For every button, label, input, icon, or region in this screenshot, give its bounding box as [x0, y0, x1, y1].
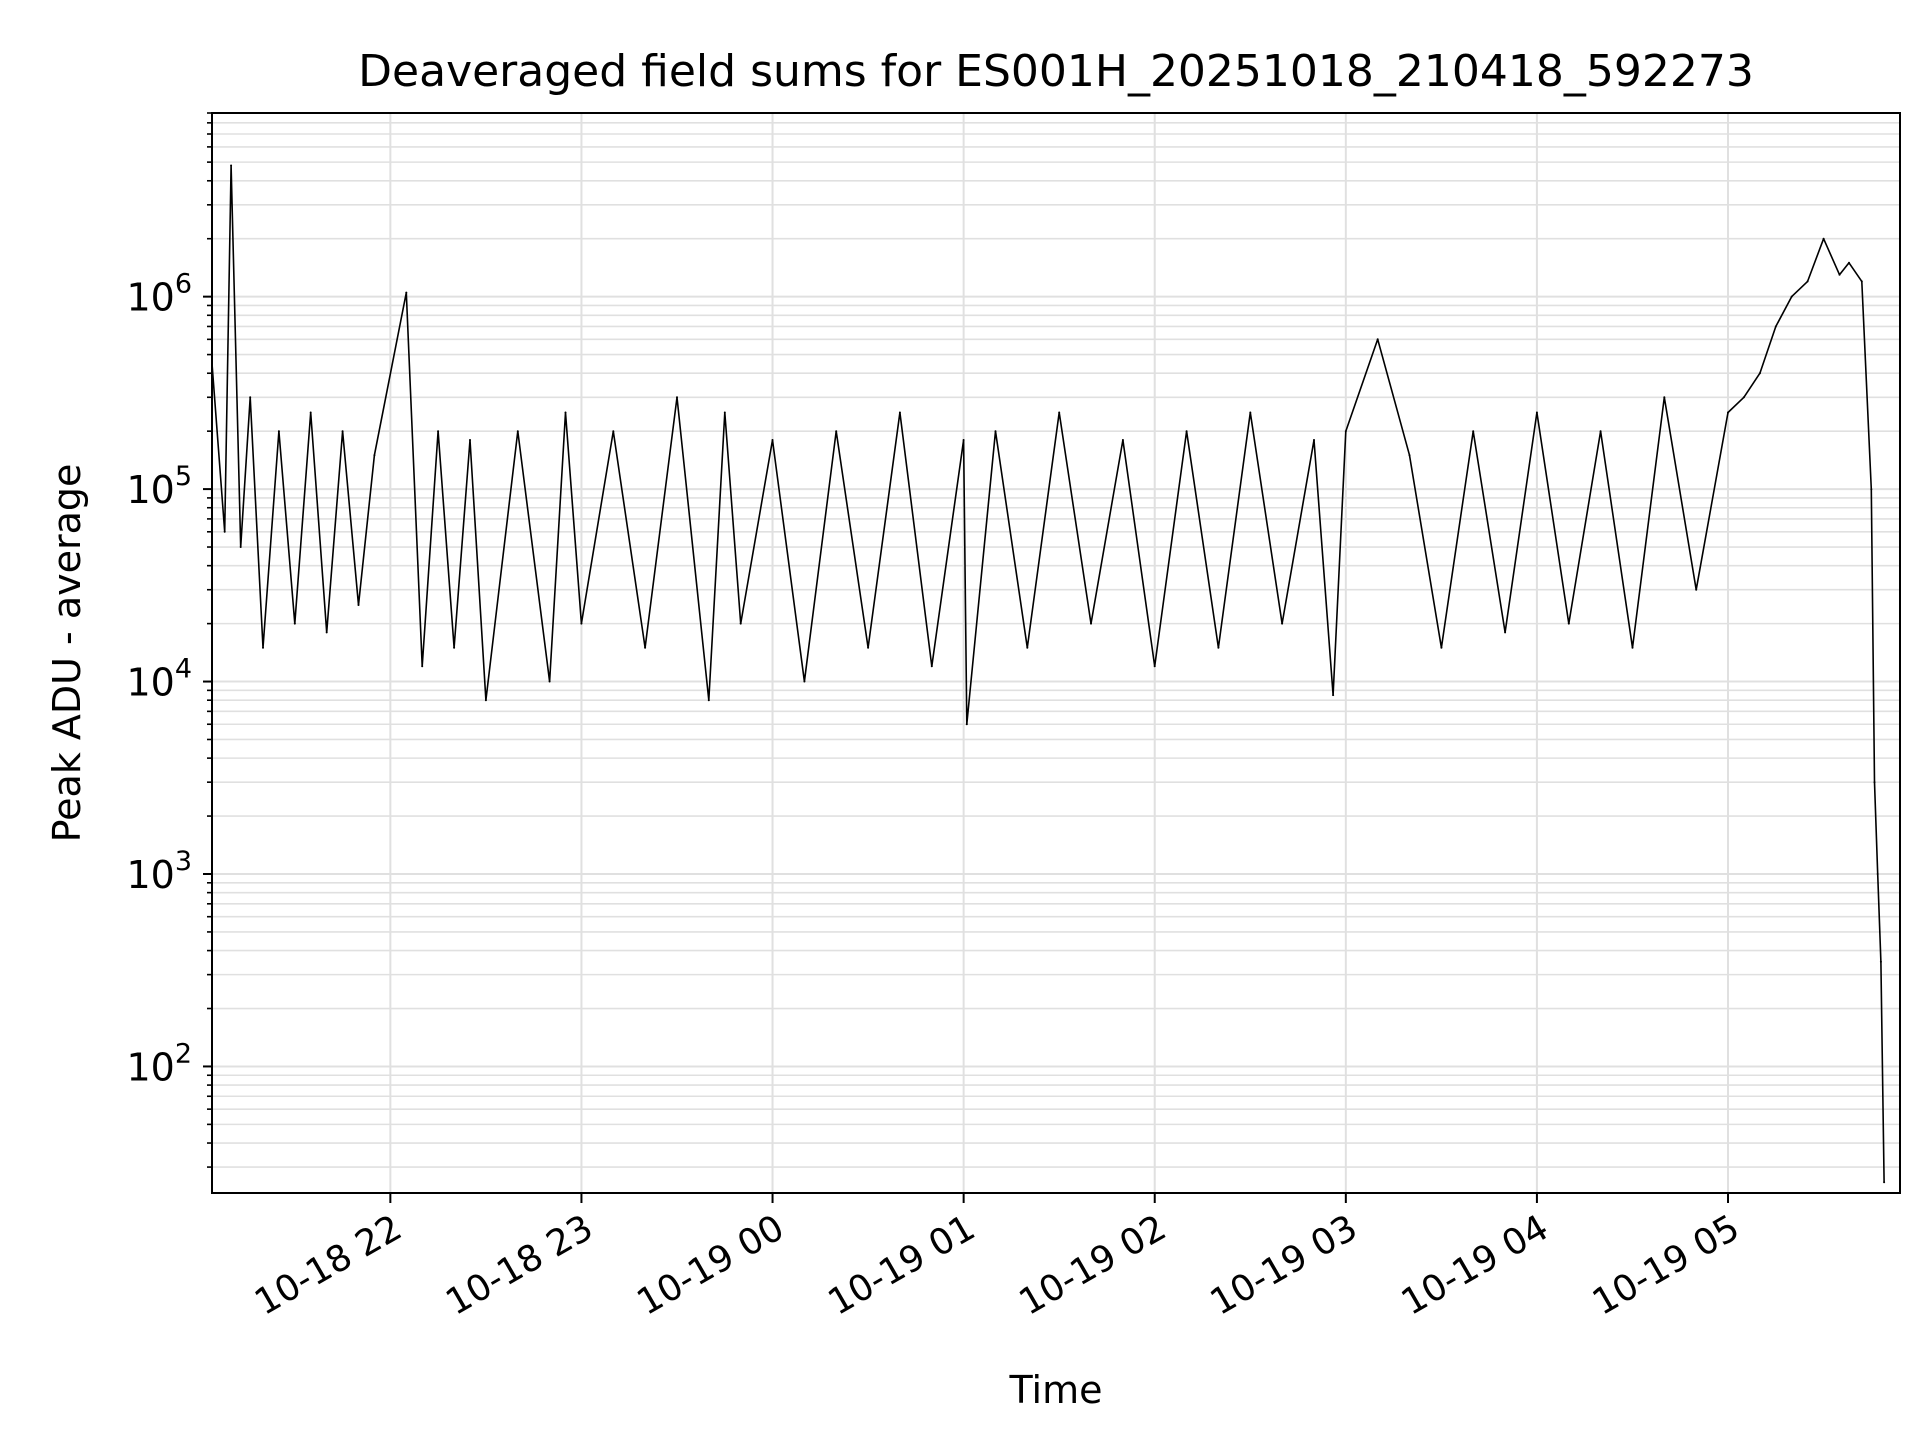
data-point [325, 631, 328, 634]
x-axis-label: Time [1009, 1368, 1103, 1412]
data-point [1742, 396, 1745, 399]
data-point [1090, 622, 1092, 625]
data-point [1774, 325, 1777, 328]
data-point [739, 622, 742, 625]
data-point [484, 699, 487, 702]
data-point [835, 430, 838, 433]
data-point [1838, 273, 1841, 276]
data-point [1883, 1181, 1886, 1184]
data-point [262, 646, 264, 649]
data-point [580, 622, 583, 625]
x-tick-label: 10-19 05 [1586, 1207, 1747, 1323]
x-tick-label: 10-19 00 [630, 1207, 791, 1323]
data-point [239, 546, 242, 548]
data-point [1822, 237, 1825, 240]
data-point [1313, 439, 1315, 441]
data-point [1873, 781, 1876, 784]
x-tick-label: 10-19 04 [1395, 1207, 1556, 1323]
data-point [1281, 622, 1284, 625]
data-point [965, 723, 968, 726]
data-point [357, 604, 360, 606]
data-point [341, 430, 344, 433]
data-point [803, 680, 806, 683]
data-point [1870, 488, 1873, 491]
data-point [1727, 411, 1729, 414]
data-point [469, 439, 471, 441]
data-point [612, 430, 615, 433]
data-point [1504, 631, 1507, 634]
data-point [293, 622, 296, 625]
y-tick-label: 105 [126, 461, 192, 512]
chart-title: Deaveraged field sums for ES001H_2025101… [358, 46, 1754, 97]
y-axis: 102 103 104 105 106 [126, 112, 212, 1168]
plot-frame [211, 112, 1901, 1194]
x-tick-label: 10-18 22 [248, 1207, 409, 1323]
data-point [1663, 396, 1666, 399]
data-point [1058, 411, 1061, 414]
data-point [1121, 439, 1124, 441]
data-point [453, 646, 456, 649]
data-point [1567, 622, 1570, 625]
data-point [1848, 261, 1850, 264]
data-point [1332, 694, 1335, 697]
x-axis: 10-18 22 10-18 23 10-19 00 10-19 01 10-19 02… [248, 1193, 1747, 1324]
y-tick-label: 102 [126, 1038, 192, 1089]
data-point [1806, 280, 1809, 283]
data-point [1026, 646, 1029, 649]
data-point [437, 430, 440, 433]
data-point [1408, 454, 1411, 457]
y-tick-label: 103 [126, 846, 192, 897]
data-point [1153, 665, 1156, 668]
x-tick-label: 10-19 02 [1013, 1207, 1174, 1323]
data-point [1249, 411, 1252, 414]
data-point [771, 439, 774, 441]
data-point [867, 646, 870, 649]
data-point [676, 396, 678, 399]
data-point [644, 646, 647, 649]
data-point [962, 439, 965, 441]
series-layer [211, 164, 1886, 1184]
x-tick-label: 10-18 23 [439, 1207, 600, 1323]
data-point [277, 430, 280, 433]
y-tick-label: 104 [126, 654, 192, 705]
grid-lines [212, 112, 1900, 1193]
data-point [1758, 372, 1761, 375]
data-point [1185, 430, 1188, 433]
data-point [230, 164, 233, 167]
data-point [223, 530, 226, 533]
data-point [1879, 960, 1882, 963]
data-point [421, 665, 424, 668]
data-point [930, 665, 933, 668]
data-point [1860, 280, 1863, 283]
data-point [1631, 646, 1634, 649]
data-point [373, 454, 376, 457]
data-point [994, 430, 997, 433]
data-point [1695, 588, 1698, 591]
data-point [405, 291, 408, 294]
data-point [707, 699, 710, 702]
data-point [516, 430, 519, 433]
data-point [1344, 430, 1347, 433]
data-point [1376, 338, 1379, 341]
data-point [249, 396, 252, 399]
data-point [1217, 646, 1220, 649]
data-point [548, 680, 551, 683]
data-point [1790, 295, 1793, 298]
x-tick-label: 10-19 01 [821, 1207, 982, 1323]
data-point [1440, 646, 1443, 649]
data-point [1599, 430, 1602, 433]
y-tick-label: 106 [126, 269, 192, 320]
data-point [898, 411, 901, 414]
data-point [309, 411, 312, 414]
data-point [1876, 873, 1879, 875]
x-tick-label: 10-19 03 [1204, 1207, 1365, 1323]
data-point [1472, 430, 1475, 433]
y-axis-label: Peak ADU - average [45, 464, 89, 843]
data-point [564, 411, 567, 414]
series-line [211, 164, 1885, 1183]
data-point [1535, 411, 1538, 414]
data-point [723, 411, 726, 414]
